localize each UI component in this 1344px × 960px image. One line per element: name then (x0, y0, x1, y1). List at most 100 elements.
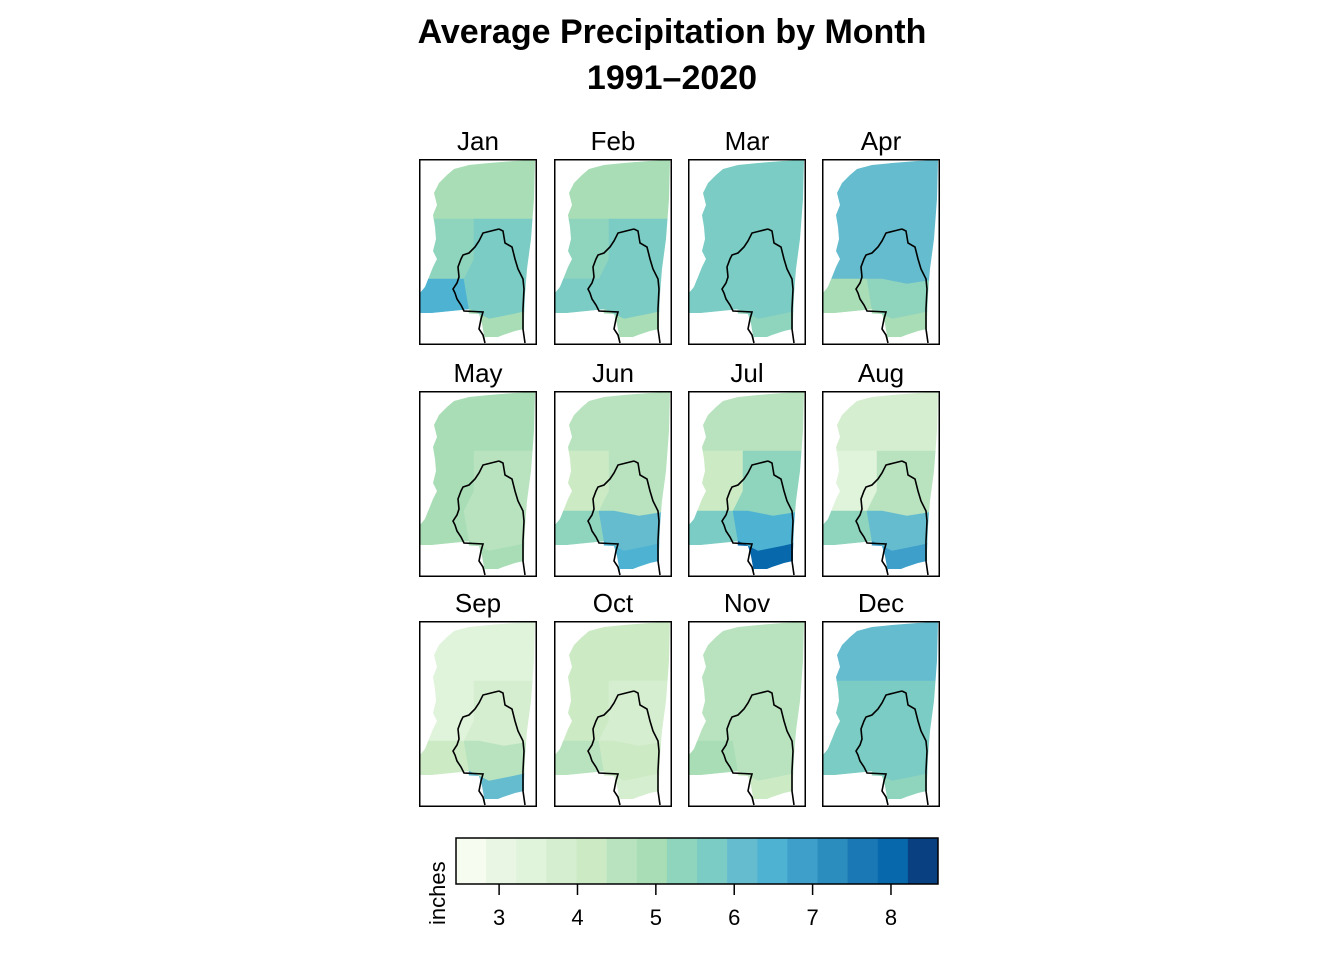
region-outline (855, 690, 929, 806)
colorbar-bin (456, 838, 487, 884)
panel-frame (822, 621, 940, 807)
coast-gap (620, 799, 660, 807)
panel-label: Jan (457, 126, 499, 156)
zone-north (554, 160, 670, 220)
panel-label: Feb (590, 126, 636, 156)
map-svg (688, 391, 806, 577)
map-panel-oct: Oct (554, 588, 672, 807)
panel-frame (554, 621, 672, 807)
zone-north (554, 622, 670, 682)
map-panel-may: May (419, 358, 537, 577)
colorbar-bin (516, 838, 547, 884)
coast-gap (888, 337, 928, 345)
panel-frame (688, 159, 806, 345)
zone-north (822, 622, 938, 682)
zone-southwest (554, 740, 605, 777)
colorbar-bin (817, 838, 849, 884)
region-outline (721, 228, 795, 344)
colorbar-tick-label: 6 (728, 905, 740, 930)
coast-gap (485, 337, 525, 345)
colorbar-bin (636, 838, 668, 884)
colorbar-bin (847, 838, 879, 884)
chart-title: Average Precipitation by Month (417, 13, 927, 51)
zone-southwest (822, 510, 873, 547)
colorbar-bin (757, 838, 788, 884)
map-svg (822, 391, 940, 577)
coast-gap (754, 569, 794, 577)
panel-label: Oct (592, 588, 634, 618)
zone-southwest (822, 740, 873, 777)
zone-north (419, 392, 535, 452)
zone-southwest (688, 510, 739, 547)
map-svg (554, 621, 672, 807)
map-svg (419, 159, 537, 345)
panel-label: May (453, 358, 503, 388)
chart-subtitle: 1991–2020 (586, 59, 758, 97)
map-svg (822, 621, 940, 807)
map-panel-nov: Nov (688, 588, 806, 807)
region-outline (587, 690, 661, 806)
panel-label: Apr (860, 126, 902, 156)
zone-southwest (822, 278, 873, 315)
region-outline (721, 460, 795, 576)
region-outline (452, 460, 526, 576)
panel-label: Jun (592, 358, 634, 388)
zone-north (688, 392, 804, 452)
colorbar-frame (455, 837, 939, 885)
coast-gap (888, 569, 928, 577)
map-panel-dec: Dec (822, 588, 940, 807)
colorbar-label: inches (425, 861, 450, 925)
zone-north (554, 392, 670, 452)
panel-label: Aug (857, 358, 905, 388)
zone-southwest (688, 740, 739, 777)
map-svg (419, 391, 537, 577)
panel-frame (554, 159, 672, 345)
panel-frame (822, 391, 940, 577)
coast-gap (620, 569, 660, 577)
panel-frame (688, 391, 806, 577)
colorbar-tick-label: 7 (806, 905, 818, 930)
panel-frame (419, 159, 537, 345)
map-panel-sep: Sep (419, 588, 537, 807)
zone-north (688, 622, 804, 682)
region-outline (855, 228, 929, 344)
colorbar-bin (486, 838, 517, 884)
region-outline (587, 228, 661, 344)
zone-north (419, 160, 535, 220)
colorbar-bin (877, 838, 909, 884)
colorbar-bin (546, 838, 577, 884)
colorbar-bin (697, 838, 728, 884)
colorbar-tick-label: 5 (650, 905, 662, 930)
map-svg (688, 159, 806, 345)
zone-north (822, 392, 938, 452)
region-outline (855, 460, 929, 576)
panel-frame (554, 391, 672, 577)
panel-label: Jul (730, 358, 764, 388)
coast-gap (754, 799, 794, 807)
coast-gap (888, 799, 928, 807)
region-outline (452, 690, 526, 806)
coast-gap (754, 337, 794, 345)
panel-label: Dec (857, 588, 905, 618)
colorbar-tick-label: 8 (885, 905, 897, 930)
coast-gap (485, 799, 525, 807)
panel-frame (419, 391, 537, 577)
zone-southwest (419, 510, 470, 547)
colorbar: 3 4 5 6 7 8 (455, 837, 939, 930)
map-panel-jan: Jan (419, 126, 537, 345)
map-panel-feb: Feb (554, 126, 672, 345)
colorbar-bin (787, 838, 818, 884)
map-svg (688, 621, 806, 807)
map-panel-apr: Apr (822, 126, 940, 345)
zone-southwest (688, 278, 739, 315)
colorbar-bin (727, 838, 758, 884)
panel-frame (419, 621, 537, 807)
colorbar-tick-label: 4 (571, 905, 583, 930)
panel-label: Nov (723, 588, 771, 618)
colorbar-bin (576, 838, 608, 884)
coast-gap (485, 569, 525, 577)
zone-southwest (419, 278, 470, 315)
map-svg (554, 391, 672, 577)
colorbar-bin (606, 838, 638, 884)
map-svg (554, 159, 672, 345)
